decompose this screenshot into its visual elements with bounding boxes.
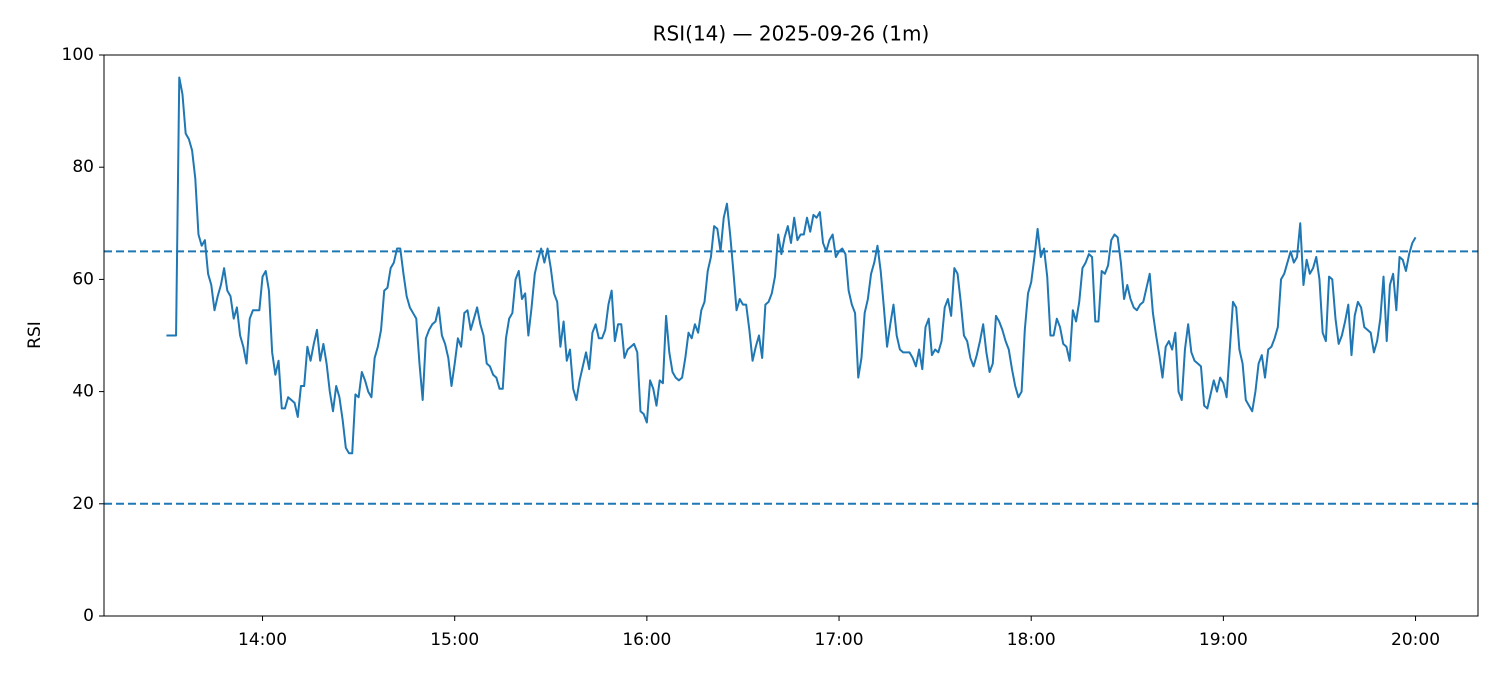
chart-title: RSI(14) — 2025-09-26 (1m) xyxy=(653,22,930,46)
x-tick-label: 19:00 xyxy=(1199,630,1248,650)
x-tick-label: 16:00 xyxy=(622,630,671,650)
x-tick-label: 14:00 xyxy=(238,630,287,650)
x-tick-label: 20:00 xyxy=(1391,630,1440,650)
x-tick-label: 18:00 xyxy=(1007,630,1056,650)
y-tick-label: 40 xyxy=(72,382,94,402)
rsi-line xyxy=(166,76,1417,455)
y-tick-label: 100 xyxy=(62,45,94,65)
y-tick-label: 60 xyxy=(72,269,94,289)
y-tick-label: 20 xyxy=(72,494,94,514)
plot-frame xyxy=(103,54,1479,617)
y-tick-label: 0 xyxy=(83,606,94,626)
y-tick-label: 80 xyxy=(72,157,94,177)
x-tick-label: 17:00 xyxy=(815,630,864,650)
x-tick-label: 15:00 xyxy=(430,630,479,650)
y-axis-label: RSI xyxy=(25,321,45,349)
